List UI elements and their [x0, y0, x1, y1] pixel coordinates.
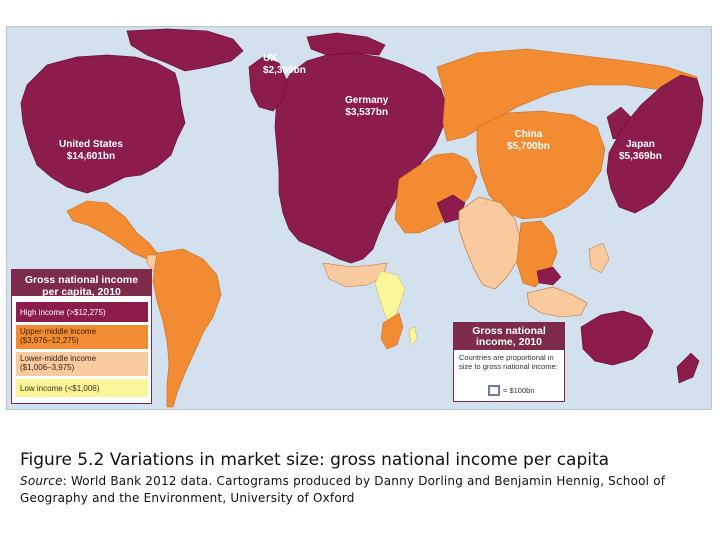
region-south-africa [380, 312, 404, 350]
gni-legend-text: Countries are proportional in size to gr… [459, 353, 558, 371]
world-cartogram [20, 28, 704, 408]
cartogram-map: UK $2,399bn Germany $3,537bn United Stat… [6, 26, 712, 410]
region-scandinavia [306, 32, 386, 56]
region-china [476, 110, 606, 220]
label-china: China $5,700bn [507, 129, 550, 152]
caption-title: Figure 5.2 Variations in market size: gr… [20, 450, 610, 470]
region-mexico [66, 200, 158, 260]
region-india [458, 196, 522, 290]
region-philippines [588, 242, 610, 274]
gni-legend-title: Gross national income, 2010 [454, 323, 564, 350]
label-uk: UK $2,399bn [263, 53, 306, 76]
legend-item-upper-middle: Upper-middle income ($3,976–12,275) [16, 325, 148, 349]
region-japan [606, 74, 704, 214]
region-canada-north [126, 28, 244, 72]
scale-square-icon [488, 385, 500, 396]
legend-item-lower-middle: Lower-middle income ($1,006–3,975) [16, 352, 148, 376]
region-europe [274, 52, 448, 264]
region-uk [248, 56, 288, 112]
region-indonesia [526, 286, 588, 318]
region-madagascar [408, 326, 418, 346]
region-united-states [20, 54, 186, 194]
region-africa-low [374, 270, 406, 326]
legend-item-high: High income (>$12,275) [16, 302, 148, 322]
region-malaysia [536, 266, 562, 286]
income-legend: Gross national income per capita, 2010 H… [11, 269, 152, 404]
source-text: : World Bank 2012 data. Cartograms produ… [20, 474, 666, 505]
region-australia [580, 310, 654, 366]
region-south-america [152, 248, 222, 408]
label-united-states: United States $14,601bn [59, 139, 123, 162]
gni-legend: Gross national income, 2010 Countries ar… [453, 322, 565, 402]
source-label: Source [20, 474, 63, 488]
gni-scale-key: = $100bn [488, 385, 535, 396]
label-japan: Japan $5,369bn [619, 139, 662, 162]
caption-source: Source: World Bank 2012 data. Cartograms… [20, 473, 710, 507]
region-russia [436, 48, 698, 142]
region-new-zealand [676, 352, 700, 384]
income-legend-title: Gross national income per capita, 2010 [12, 270, 151, 298]
legend-item-low: Low income (<$1,006) [16, 379, 148, 397]
figure-caption: Figure 5.2 Variations in market size: gr… [20, 450, 710, 507]
label-germany: Germany $3,537bn [345, 95, 389, 118]
